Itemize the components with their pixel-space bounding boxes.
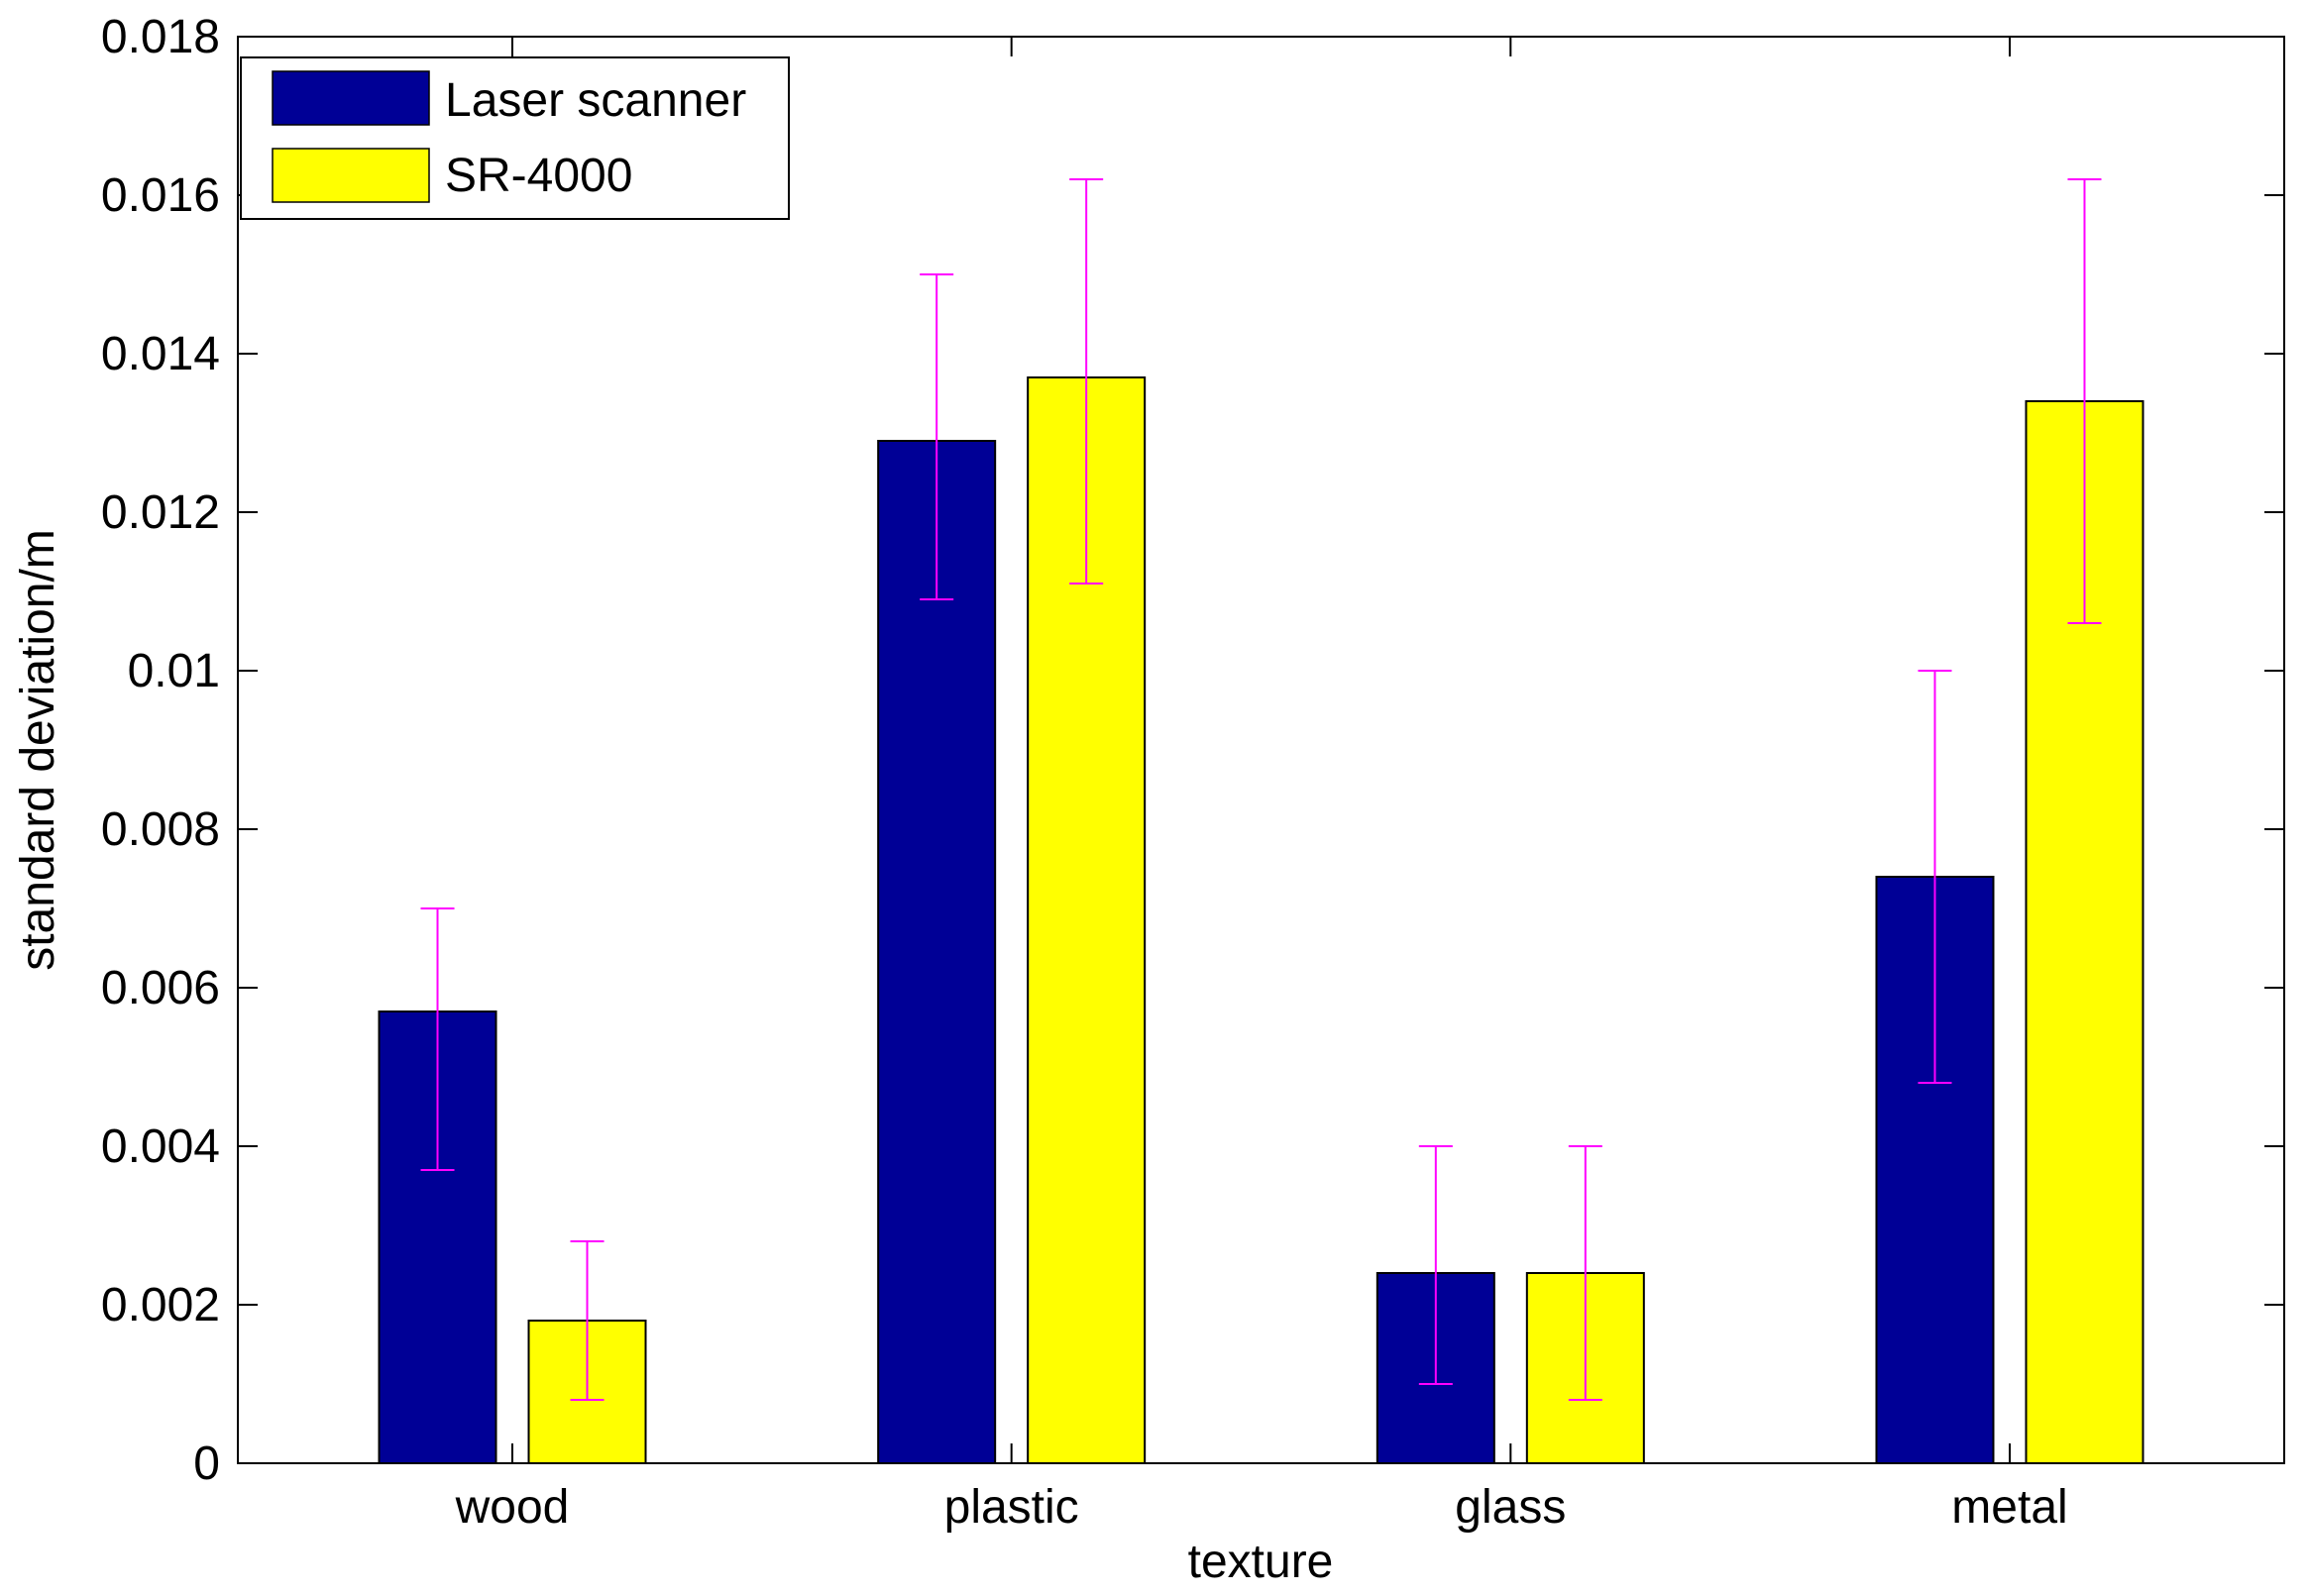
x-axis: wood plastic glass metal xyxy=(455,37,2068,1534)
bar-series xyxy=(378,376,2144,1464)
y-tick-label: 0.006 xyxy=(101,962,220,1014)
error-bar-sr-4000-metal xyxy=(2067,178,2102,624)
error-bar-sr-4000-plastic xyxy=(1069,178,1104,585)
error-bar-laser-scanner-glass xyxy=(1418,1145,1453,1385)
y-tick-label: 0.016 xyxy=(101,169,220,222)
y-tick-label: 0.008 xyxy=(101,803,220,856)
error-bars xyxy=(420,178,2102,1401)
legend: Laser scanner SR-4000 xyxy=(240,56,790,220)
legend-swatch-sr-4000 xyxy=(272,148,430,203)
y-tick-label: 0.014 xyxy=(101,328,220,380)
y-tick-label: 0.004 xyxy=(101,1120,220,1173)
legend-swatch-laser-scanner xyxy=(272,70,430,126)
error-bar-sr-4000-wood xyxy=(570,1240,605,1401)
x-tick-label-wood: wood xyxy=(455,1481,570,1534)
y-tick-label: 0.012 xyxy=(101,486,220,539)
x-tick-label-metal: metal xyxy=(1951,1481,2067,1534)
bar-laser-scanner-plastic xyxy=(877,440,997,1464)
error-bar-laser-scanner-metal xyxy=(1918,670,1952,1084)
error-bar-laser-scanner-wood xyxy=(420,907,455,1171)
y-axis-title: standard deviation/m xyxy=(12,529,64,971)
y-tick-label: 0.01 xyxy=(128,645,220,697)
y-tick-label: 0 xyxy=(193,1437,220,1490)
error-bar-sr-4000-glass xyxy=(1568,1145,1602,1401)
x-tick-label-glass: glass xyxy=(1455,1481,1566,1534)
legend-label-sr-4000: SR-4000 xyxy=(445,150,632,202)
legend-label-laser-scanner: Laser scanner xyxy=(445,74,746,127)
x-tick-label-plastic: plastic xyxy=(944,1481,1079,1534)
y-tick-label: 0.002 xyxy=(101,1279,220,1331)
x-axis-title: texture xyxy=(1188,1536,1334,1588)
y-axis: 0 0.002 0.004 0.006 0.008 0.01 0.012 0.014 0.016… xyxy=(101,11,2284,1490)
error-bar-laser-scanner-plastic xyxy=(920,273,954,600)
y-tick-label: 0.018 xyxy=(101,11,220,63)
